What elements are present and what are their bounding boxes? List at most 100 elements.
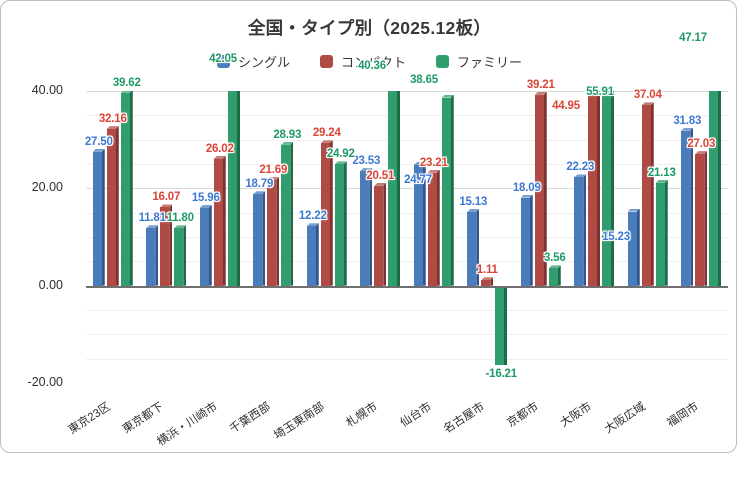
gridline-minor <box>86 212 728 214</box>
bar-face <box>481 280 491 286</box>
bar-value-label: 24.77 <box>404 174 432 186</box>
bar-top-bevel <box>627 208 640 212</box>
bar-face <box>92 151 102 286</box>
bar-ファミリー-名古屋市 <box>495 285 508 365</box>
gridline-minor <box>86 261 728 263</box>
bar-side-shade <box>236 91 240 286</box>
bar-top-bevel <box>92 148 105 152</box>
gridline-minor <box>86 115 728 117</box>
bar-value-label: 27.50 <box>84 135 113 148</box>
bar-value-label: -16.21 <box>485 367 518 380</box>
bar-ファミリー-千葉西部 <box>281 141 294 286</box>
bar-ファミリー-横浜・川崎市 <box>227 91 240 286</box>
bar-シングル-埼玉東南部 <box>306 223 319 286</box>
bar-side-shade <box>101 148 105 286</box>
bar-value-label: 21.69 <box>259 164 288 177</box>
bar-top-bevel <box>334 161 347 165</box>
bar-face <box>174 228 184 286</box>
bar-value-label: 12.22 <box>298 210 327 223</box>
bar-face <box>641 105 651 286</box>
bar-side-shade <box>397 91 401 286</box>
plot-clip-layer <box>86 91 728 383</box>
gridline-minor <box>86 334 728 336</box>
bar-top-bevel <box>481 277 494 281</box>
bar-face <box>655 182 665 286</box>
bar-シングル-仙台市 <box>413 162 426 286</box>
bar-value-label: 15.13 <box>459 196 488 209</box>
y-axis-tick-label: 20.00 <box>31 180 63 195</box>
legend-label-family: ファミリー <box>457 55 523 70</box>
bar-シングル-千葉西部 <box>253 191 266 286</box>
bar-side-shade <box>690 127 694 286</box>
bar-face <box>253 194 263 286</box>
bar-face <box>534 94 544 286</box>
bar-value-label: 1.11 <box>476 264 498 277</box>
bar-シングル-東京23区 <box>92 148 105 286</box>
bar-top-bevel <box>174 225 187 229</box>
bar-side-shade <box>369 168 373 286</box>
bar-コンパクト-東京23区 <box>106 126 119 286</box>
bar-face <box>709 91 719 286</box>
bar-シングル-大阪広域 <box>627 208 640 286</box>
bar-value-label: 3.56 <box>543 252 566 265</box>
bar-シングル-大阪市 <box>574 174 587 286</box>
bar-シングル-福岡市 <box>681 127 694 286</box>
bar-top-bevel <box>306 223 319 227</box>
bar-value-label: 15.96 <box>191 191 220 204</box>
bar-side-shade <box>222 156 226 286</box>
bar-face <box>427 172 437 286</box>
bar-ファミリー-福岡市 <box>709 91 722 286</box>
bar-コンパクト-仙台市 <box>427 169 440 286</box>
bar-value-label: 39.62 <box>112 76 141 89</box>
bar-face <box>588 91 598 286</box>
bar-side-shade <box>208 204 212 286</box>
bar-side-shade <box>704 151 708 286</box>
bar-side-shade <box>543 91 547 286</box>
bar-top-bevel <box>199 204 212 208</box>
bar-value-label: 37.04 <box>633 89 662 102</box>
legend-label-single: シングル <box>237 55 290 70</box>
bar-side-shade <box>129 91 133 286</box>
bar-コンパクト-東京都下 <box>160 204 173 286</box>
bar-face <box>520 197 530 286</box>
gridline-minor <box>86 237 728 238</box>
bar-value-label: 21.13 <box>647 166 676 179</box>
bar-face <box>574 177 584 286</box>
bar-face <box>681 130 691 286</box>
chart-card[interactable]: 全国・タイプ別（2025.12板） シングル コンパクト ファミリー 40.00… <box>0 0 737 453</box>
bar-top-bevel <box>520 194 533 198</box>
bar-コンパクト-埼玉東南部 <box>320 140 333 286</box>
bar-top-bevel <box>574 174 587 178</box>
bar-value-label: 23.53 <box>352 155 381 168</box>
bar-コンパクト-福岡市 <box>695 151 708 286</box>
bar-value-label: 39.21 <box>526 78 555 91</box>
bar-value-label: 11.80 <box>166 212 194 225</box>
legend-item-single: シングル <box>216 52 290 71</box>
bar-ファミリー-京都市 <box>548 265 561 286</box>
bar-ファミリー-仙台市 <box>441 94 454 286</box>
bar-value-label: 47.17 <box>679 32 707 44</box>
bar-ファミリー-埼玉東南部 <box>334 161 347 286</box>
bar-side-shade <box>650 102 654 286</box>
bar-value-label: 18.09 <box>512 181 541 194</box>
bar-コンパクト-大阪市 <box>588 91 601 286</box>
bar-top-bevel <box>655 179 668 183</box>
bar-コンパクト-千葉西部 <box>267 177 280 286</box>
bar-side-shade <box>611 91 615 286</box>
bar-face <box>388 91 398 286</box>
bar-side-shade <box>583 174 587 286</box>
bar-value-label: 55.91 <box>586 86 614 98</box>
bar-value-label: 38.65 <box>410 74 438 86</box>
bar-コンパクト-名古屋市 <box>481 277 494 286</box>
legend-label-compact: コンパクト <box>340 55 406 70</box>
bar-コンパクト-横浜・川崎市 <box>213 156 226 286</box>
bar-side-shade <box>276 177 280 286</box>
bar-シングル-横浜・川崎市 <box>199 204 212 286</box>
legend-swatch-compact-icon <box>319 55 333 68</box>
bar-value-label: 20.51 <box>366 169 395 182</box>
bar-top-bevel <box>281 141 294 145</box>
gridline-minor <box>86 358 728 360</box>
gridline-major <box>86 91 728 92</box>
bar-face <box>146 228 156 286</box>
bar-face <box>160 207 170 286</box>
